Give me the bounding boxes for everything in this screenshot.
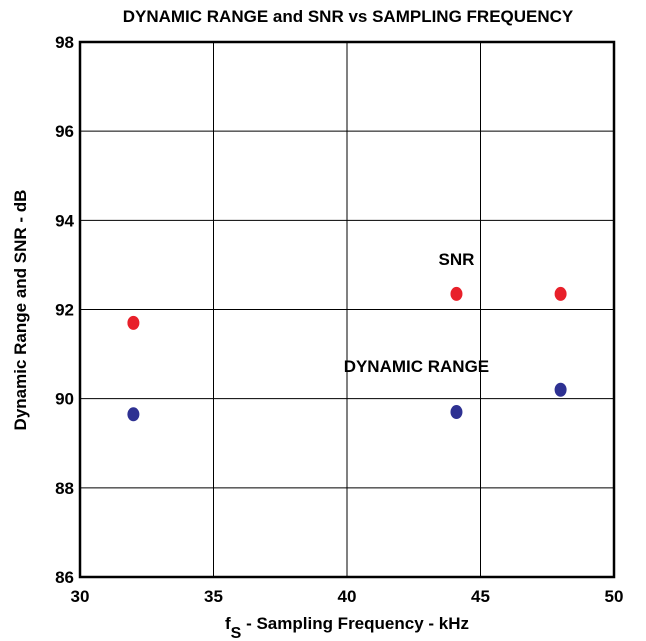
dynamic-range-point: [450, 405, 463, 420]
grid: [80, 42, 614, 577]
x-tick-label: 45: [471, 587, 490, 606]
chart-title: DYNAMIC RANGE and SNR vs SAMPLING FREQUE…: [123, 7, 574, 26]
plot-frame: [78, 40, 616, 579]
x-tick-label: 40: [338, 587, 357, 606]
y-tick-label: 96: [55, 122, 74, 141]
dynamic-range-point: [127, 407, 140, 422]
y-tick-label: 90: [55, 390, 74, 409]
tick-labels: 30 35 40 45 50 86 88 90 92 94 96 98: [55, 33, 623, 606]
x-tick-label: 35: [204, 587, 223, 606]
snr-point: [450, 286, 463, 301]
y-tick-label: 94: [55, 211, 74, 230]
annotations: SNR DYNAMIC RANGE: [344, 250, 489, 376]
snr-point: [554, 286, 567, 301]
y-tick-label: 92: [55, 301, 74, 320]
y-axis-label: Dynamic Range and SNR - dB: [11, 190, 30, 431]
y-tick-label: 86: [55, 568, 74, 587]
x-tick-label: 30: [71, 587, 90, 606]
y-tick-label: 88: [55, 479, 74, 498]
snr-point: [127, 315, 140, 330]
x-axis-label: fS - Sampling Frequency - kHz: [225, 614, 469, 641]
y-tick-label: 98: [55, 33, 74, 52]
dynamic-range-point: [554, 382, 567, 397]
annotation-dynamic-range: DYNAMIC RANGE: [344, 357, 489, 376]
annotation-snr: SNR: [439, 250, 475, 269]
data-points: [127, 286, 567, 422]
x-tick-label: 50: [605, 587, 624, 606]
